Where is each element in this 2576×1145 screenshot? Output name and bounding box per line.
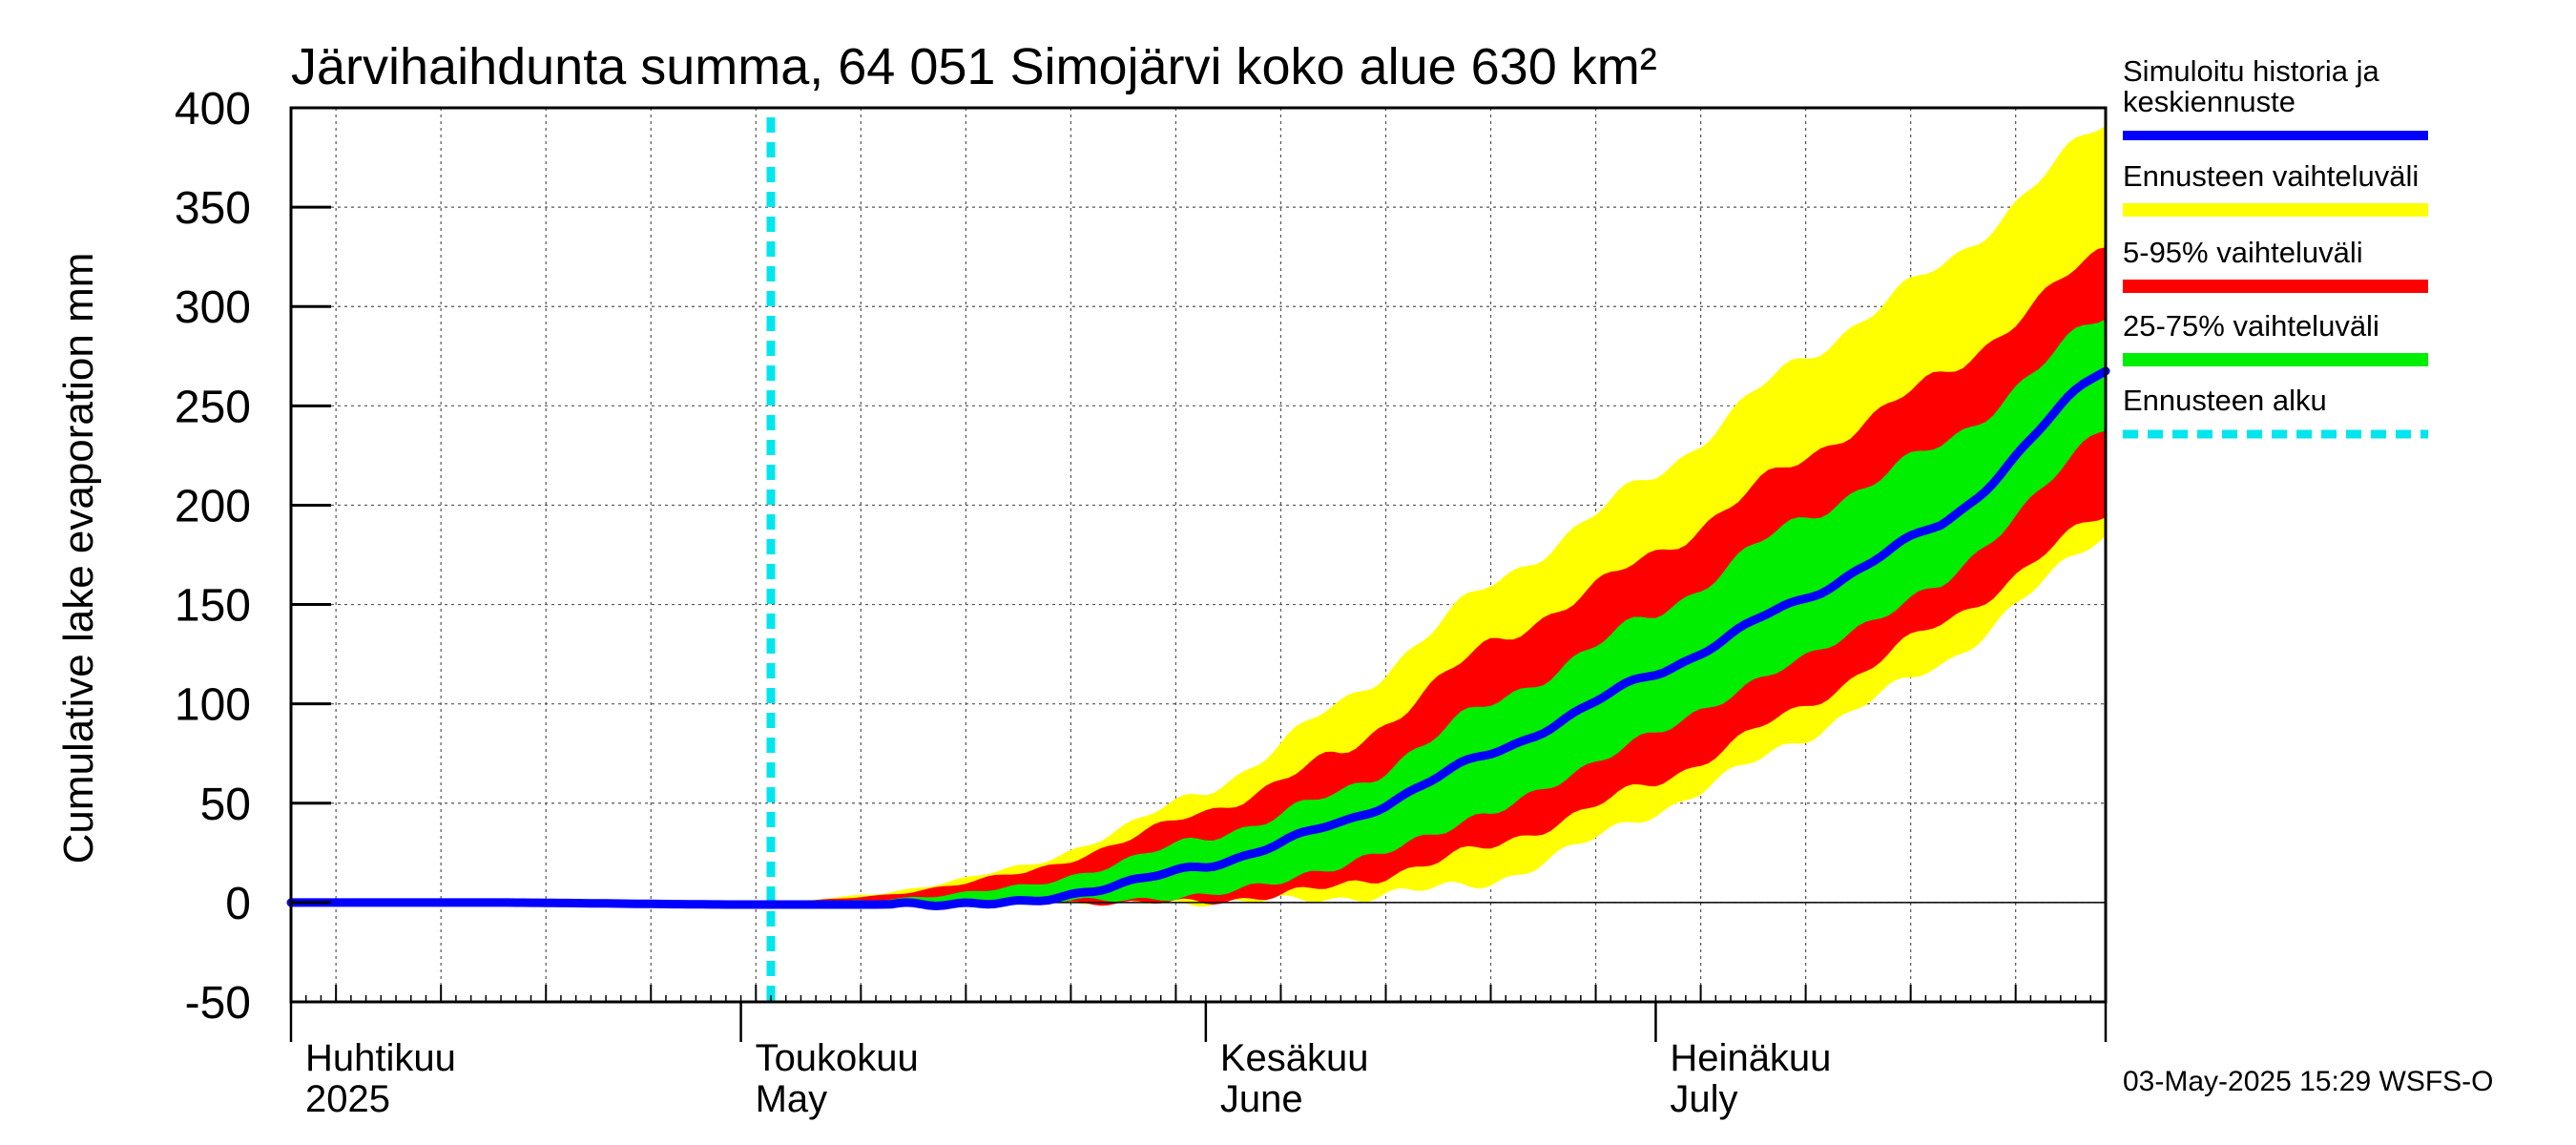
x-month-label-en: June	[1220, 1078, 1303, 1120]
y-tick-label: 0	[225, 879, 251, 929]
y-tick-label: 100	[175, 680, 251, 731]
x-month-label-fi: Huhtikuu	[305, 1037, 456, 1079]
x-month-label-fi: Toukokuu	[756, 1037, 919, 1079]
y-tick-label: 50	[200, 780, 251, 830]
y-tick-label: 150	[175, 581, 251, 632]
y-tick-label: 300	[175, 282, 251, 333]
legend-p2575-label: 25-75% vaihteluväli	[2123, 309, 2379, 343]
median-group	[286, 366, 2110, 910]
y-tick-label: 250	[175, 382, 251, 432]
y-tick-label: 400	[175, 84, 251, 135]
y-axis-label: Cumulative lake evaporation mm	[55, 253, 102, 864]
median-line	[286, 366, 2110, 910]
legend-p595-label: 5-95% vaihteluväli	[2123, 236, 2363, 269]
x-month-label-fi: Kesäkuu	[1220, 1037, 1369, 1079]
x-month-label-en: May	[756, 1078, 828, 1120]
y-tick-label: -50	[185, 978, 251, 1029]
y-tick-label: 350	[175, 183, 251, 234]
plot-frame	[289, 106, 2108, 1004]
band-25-75	[771, 319, 2106, 906]
footer-timestamp: 03-May-2025 15:29 WSFS-O	[2123, 1066, 2494, 1097]
chart-title: Järvihaihdunta summa, 64 051 Simojärvi k…	[291, 38, 1657, 95]
x-month-label-en: July	[1670, 1078, 1737, 1120]
legend-median-label-line1: Simuloitu historia ja	[2123, 54, 2380, 88]
x-ticks	[289, 985, 2108, 1042]
legend: Simuloitu historia ja keskiennuste Ennus…	[2123, 54, 2428, 439]
y-tick-label: 200	[175, 481, 251, 531]
x-month-label-en: 2025	[305, 1078, 390, 1120]
legend-start-label: Ennusteen alku	[2123, 384, 2327, 417]
legend-median-label-line2: keskiennuste	[2123, 85, 2296, 118]
legend-range-label: Ennusteen vaihteluväli	[2123, 159, 2419, 193]
x-month-label-fi: Heinäkuu	[1670, 1037, 1831, 1079]
y-ticks: 400 350 300 250 200 150 100 50 0 -50	[175, 84, 331, 1029]
plot-area: 400 350 300 250 200 150 100 50 0 -50	[175, 84, 2110, 1042]
